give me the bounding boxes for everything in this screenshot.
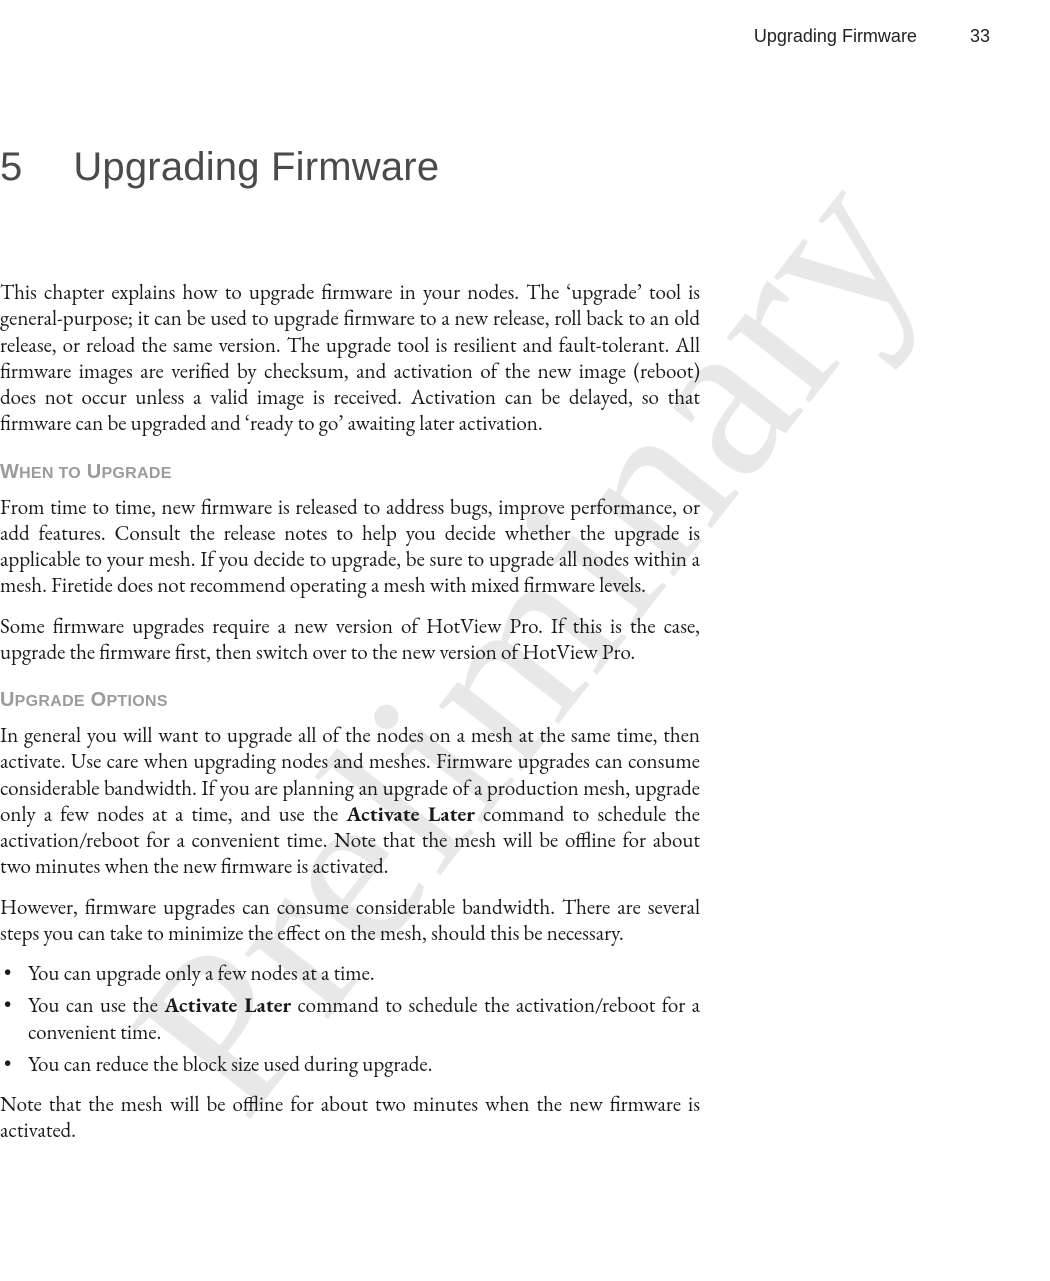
running-title: Upgrading Firmware (754, 26, 917, 46)
list-item: You can use the Activate Later command t… (0, 993, 700, 1046)
bold-text: Activate Later (346, 801, 475, 828)
heading-part: PGRADE (15, 693, 85, 710)
heading-part: HEN TO (19, 465, 81, 482)
body-paragraph: Note that the mesh will be offline for a… (0, 1092, 700, 1145)
intro-paragraph: This chapter explains how to upgrade fir… (0, 280, 700, 438)
section-heading-upgrade-options: UPGRADE OPTIONS (0, 688, 700, 713)
chapter-number: 5 (0, 145, 62, 190)
body-column: This chapter explains how to upgrade fir… (0, 280, 700, 1145)
body-paragraph: However, firmware upgrades can consume c… (0, 895, 700, 948)
list-item: You can upgrade only a few nodes at a ti… (0, 961, 700, 987)
bullet-list: You can upgrade only a few nodes at a ti… (0, 961, 700, 1078)
section-heading-when-to-upgrade: WHEN TO UPGRADE (0, 460, 700, 485)
page-header: Upgrading Firmware 33 (754, 26, 990, 47)
list-item: You can reduce the block size used durin… (0, 1052, 700, 1078)
chapter-heading: 5 Upgrading Firmware (0, 145, 439, 190)
heading-part: W (0, 461, 19, 483)
heading-part: U (0, 689, 15, 711)
body-paragraph: In general you will want to upgrade all … (0, 723, 700, 881)
body-paragraph: From time to time, new firmware is relea… (0, 495, 700, 600)
text-run: You can use the (28, 992, 164, 1019)
bold-text: Activate Later (164, 992, 291, 1019)
page-number: 33 (970, 26, 990, 47)
heading-part: PGRADE (101, 465, 171, 482)
body-paragraph: Some firmware upgrades require a new ver… (0, 614, 700, 667)
heading-part: PTIONS (106, 693, 167, 710)
chapter-title: Upgrading Firmware (73, 145, 439, 189)
heading-part: O (85, 689, 107, 711)
heading-part: U (81, 461, 101, 483)
